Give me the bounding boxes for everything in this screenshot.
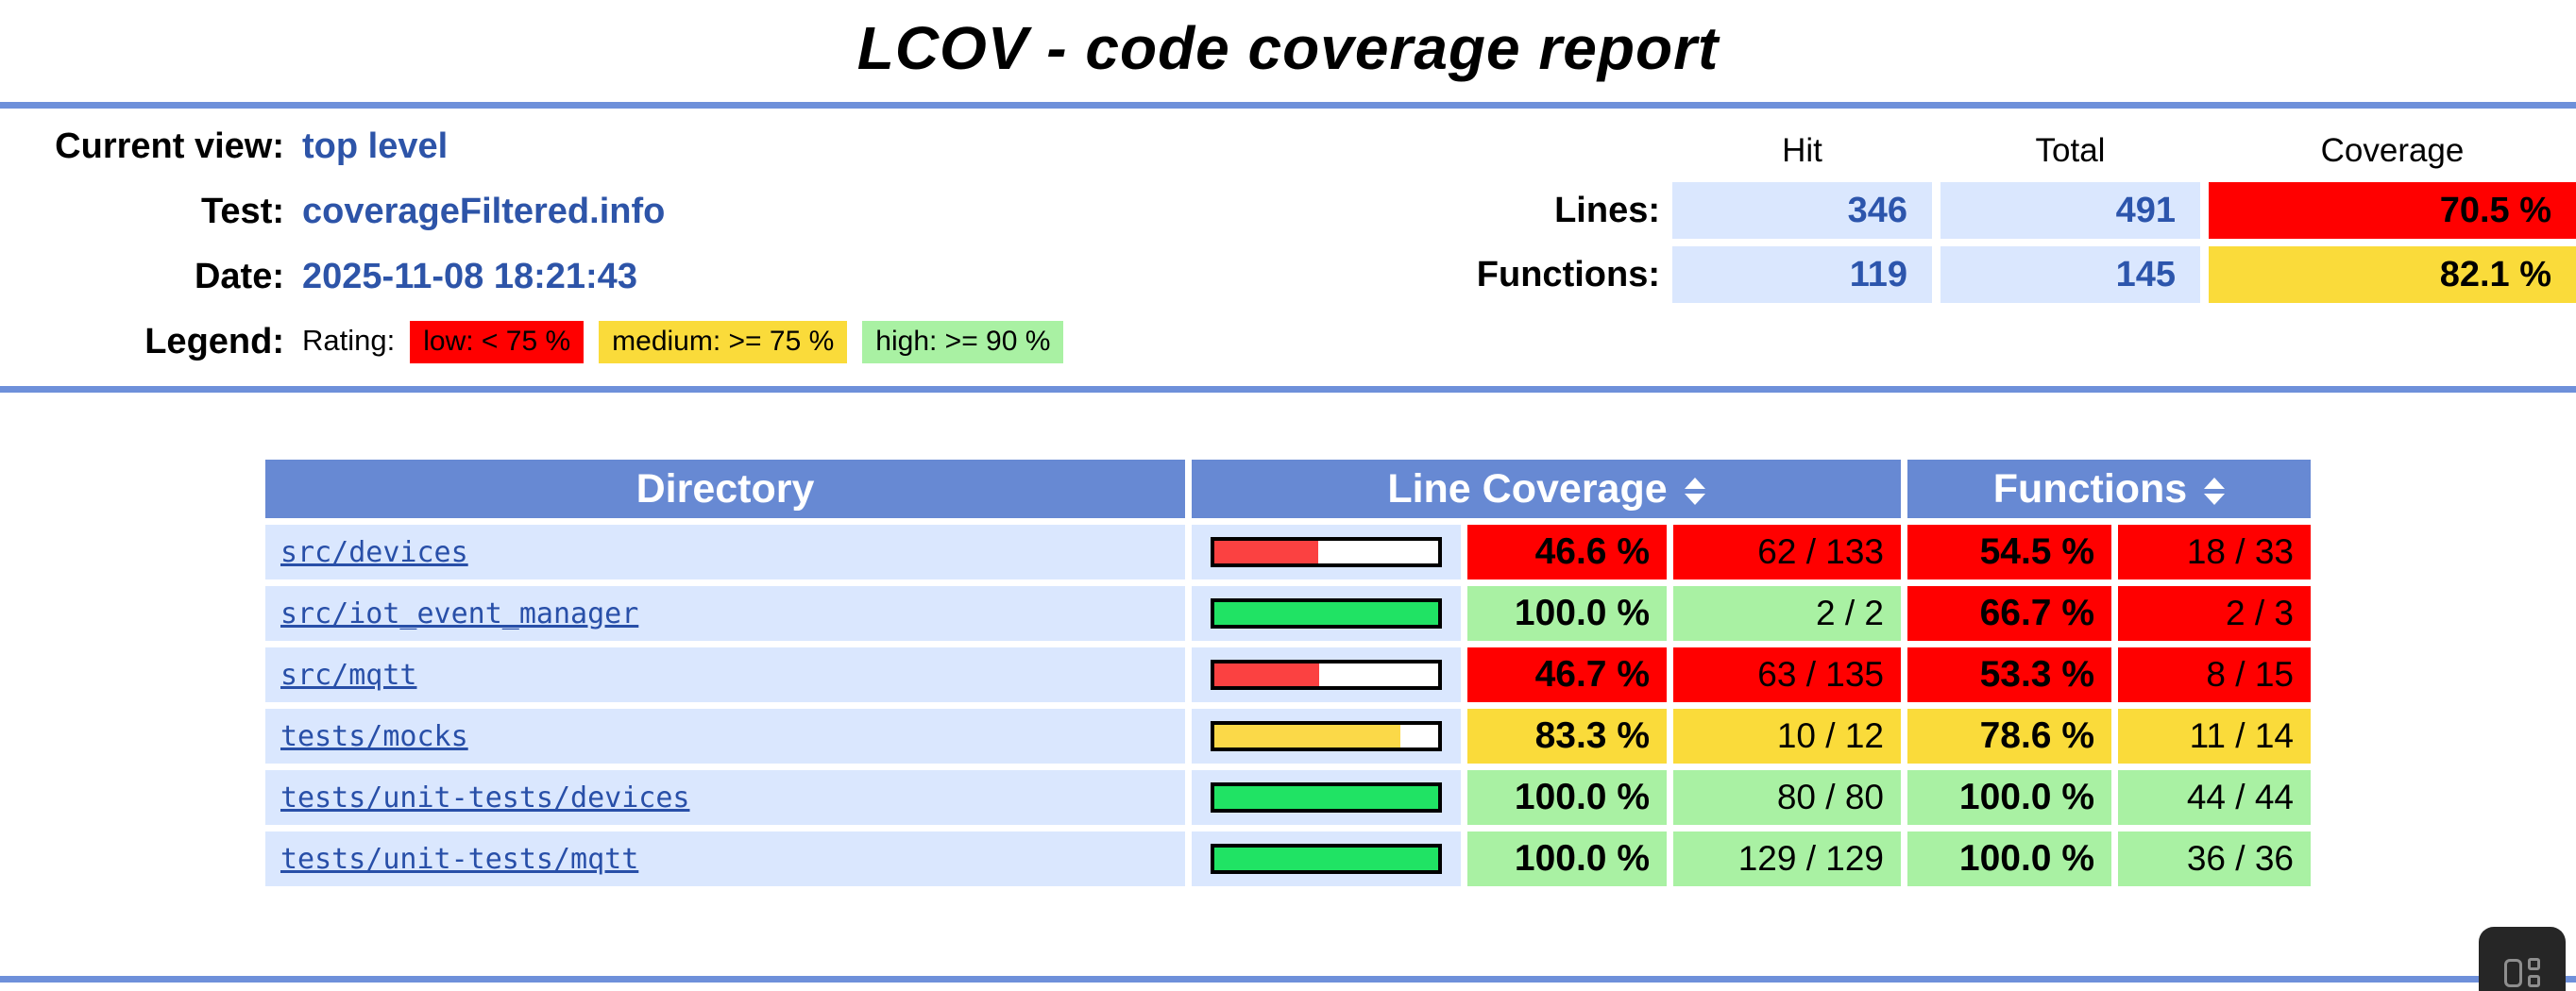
functions-label: Functions: — [1476, 254, 1660, 294]
header-divider — [0, 386, 2576, 393]
legend-medium-badge: medium: >= 75 % — [599, 321, 848, 363]
summary-coverage-header: Coverage — [2320, 132, 2465, 169]
test-label: Test: — [201, 192, 284, 231]
line-coverage-count: 129 / 129 — [1673, 831, 1901, 886]
functions-total: 145 — [1940, 246, 2200, 303]
current-view-label: Current view: — [55, 126, 284, 166]
line-coverage-percent: 100.0 % — [1467, 586, 1667, 641]
coverage-bar-fill — [1214, 602, 1438, 625]
table-row: tests/unit-tests/devices 100.0 % 80 / 80… — [265, 770, 2311, 825]
directory-link[interactable]: src/mqtt — [280, 658, 417, 692]
functions-percent: 66.7 % — [1907, 586, 2111, 641]
legend-high-badge: high: >= 90 % — [862, 321, 1064, 363]
coverage-bar — [1211, 782, 1442, 813]
lines-label: Lines: — [1554, 190, 1660, 230]
coverage-bar — [1211, 660, 1442, 690]
line-coverage-count: 2 / 2 — [1673, 586, 1901, 641]
report-info: Current view: top level Test: coverageFi… — [0, 114, 1064, 375]
table-row: tests/unit-tests/mqtt 100.0 % 129 / 129 … — [265, 831, 2311, 886]
date-value: 2025-11-08 18:21:43 — [302, 257, 637, 296]
lines-hit: 346 — [1672, 182, 1932, 239]
sort-icon[interactable] — [1684, 477, 1705, 505]
lines-coverage: 70.5 % — [2209, 182, 2576, 239]
functions-count: 11 / 14 — [2118, 709, 2311, 764]
line-coverage-percent: 83.3 % — [1467, 709, 1667, 764]
coverage-summary: Hit Total Coverage Lines: 346 491 70.5 %… — [1467, 120, 2576, 311]
functions-hit: 119 — [1672, 246, 1932, 303]
directory-link[interactable]: src/iot_event_manager — [280, 596, 639, 630]
date-label: Date: — [194, 257, 284, 296]
functions-count: 18 / 33 — [2118, 525, 2311, 579]
current-view-value: top level — [302, 126, 449, 166]
overlay-widget-button[interactable] — [2479, 927, 2566, 991]
functions-percent: 100.0 % — [1907, 770, 2111, 825]
summary-total-header: Total — [2035, 132, 2106, 169]
legend-low-badge: low: < 75 % — [410, 321, 585, 363]
summary-corner — [1476, 127, 1664, 175]
table-row: src/devices 46.6 % 62 / 133 54.5 % 18 / … — [265, 525, 2311, 579]
line-coverage-percent: 100.0 % — [1467, 770, 1667, 825]
functions-count: 8 / 15 — [2118, 647, 2311, 702]
coverage-bar — [1211, 598, 1442, 629]
line-coverage-percent: 46.7 % — [1467, 647, 1667, 702]
lines-total: 491 — [1940, 182, 2200, 239]
table-row: src/iot_event_manager 100.0 % 2 / 2 66.7… — [265, 586, 2311, 641]
functions-column-header[interactable]: Functions — [1907, 460, 2311, 518]
coverage-bar-fill — [1214, 848, 1438, 870]
line-coverage-column-header[interactable]: Line Coverage — [1192, 460, 1901, 518]
directory-link[interactable]: tests/mocks — [280, 719, 468, 753]
functions-percent: 54.5 % — [1907, 525, 2111, 579]
coverage-bar-fill — [1214, 663, 1319, 686]
directory-column-header: Directory — [265, 460, 1185, 518]
line-coverage-percent: 100.0 % — [1467, 831, 1667, 886]
directory-link[interactable]: tests/unit-tests/mqtt — [280, 842, 639, 876]
coverage-bar-fill — [1214, 786, 1438, 809]
directory-coverage-table: Directory Line Coverage Functions src/de… — [259, 453, 2317, 893]
legend-label: Legend: — [144, 322, 284, 361]
coverage-bar — [1211, 537, 1442, 567]
line-coverage-count: 10 / 12 — [1673, 709, 1901, 764]
sort-icon[interactable] — [2204, 477, 2226, 505]
functions-percent: 78.6 % — [1907, 709, 2111, 764]
page-title: LCOV - code coverage report — [856, 14, 1720, 82]
rating-label: Rating: — [302, 324, 396, 357]
functions-percent: 53.3 % — [1907, 647, 2111, 702]
functions-count: 44 / 44 — [2118, 770, 2311, 825]
functions-coverage: 82.1 % — [2209, 246, 2576, 303]
report-header: Current view: top level Test: coverageFi… — [0, 114, 2576, 386]
grid-widget-icon — [2504, 958, 2540, 987]
summary-hit-header: Hit — [1782, 132, 1822, 169]
coverage-bar-fill — [1214, 541, 1319, 563]
test-value: coverageFiltered.info — [302, 192, 666, 231]
line-coverage-count: 80 / 80 — [1673, 770, 1901, 825]
functions-percent: 100.0 % — [1907, 831, 2111, 886]
functions-count: 36 / 36 — [2118, 831, 2311, 886]
functions-count: 2 / 3 — [2118, 586, 2311, 641]
coverage-bar — [1211, 844, 1442, 874]
bottom-divider — [0, 976, 2576, 983]
coverage-bar-fill — [1214, 725, 1401, 747]
line-coverage-percent: 46.6 % — [1467, 525, 1667, 579]
line-coverage-count: 62 / 133 — [1673, 525, 1901, 579]
table-row: tests/mocks 83.3 % 10 / 12 78.6 % 11 / 1… — [265, 709, 2311, 764]
table-row: src/mqtt 46.7 % 63 / 135 53.3 % 8 / 15 — [265, 647, 2311, 702]
line-coverage-count: 63 / 135 — [1673, 647, 1901, 702]
coverage-bar — [1211, 721, 1442, 751]
directory-link[interactable]: src/devices — [280, 535, 468, 569]
top-divider — [0, 102, 2576, 109]
directory-link[interactable]: tests/unit-tests/devices — [280, 781, 690, 815]
